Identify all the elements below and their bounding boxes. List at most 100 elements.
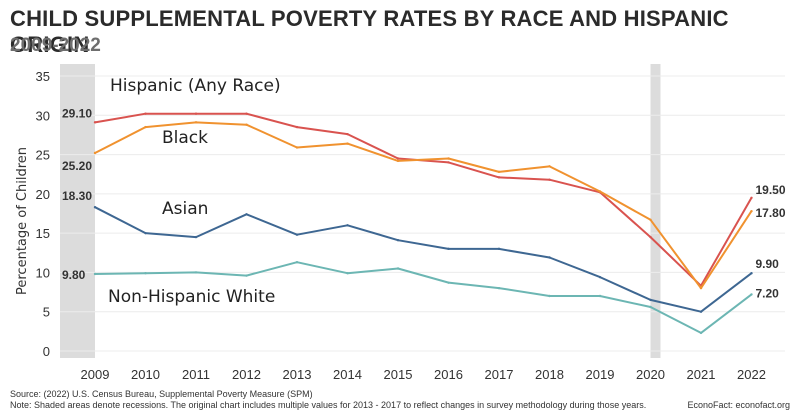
x-tick-label: 2022 [737, 367, 766, 382]
end-value-label: 7.20 [756, 286, 780, 300]
data-point [750, 196, 753, 199]
y-tick-label: 30 [36, 108, 50, 123]
data-point [396, 159, 400, 163]
data-point [93, 272, 97, 276]
x-axis-ticks: 2009 2010 2011 2012 2013 2014 2015 2016 2017 2018… [81, 367, 766, 382]
data-point [497, 170, 501, 174]
y-tick-label: 15 [36, 226, 50, 241]
data-point [447, 157, 450, 160]
data-point [750, 272, 753, 275]
data-point [649, 298, 652, 302]
data-point [93, 151, 97, 155]
data-point [194, 112, 198, 115]
data-point [598, 294, 602, 298]
data-point [295, 125, 299, 129]
recession-band-2020 [650, 64, 661, 358]
data-point [548, 294, 551, 298]
x-tick-label: 2010 [131, 367, 160, 382]
x-tick-label: 2014 [333, 367, 362, 382]
series-line-2 [94, 206, 753, 313]
recession-note: Note: Shaded areas denote recessions. Th… [10, 400, 647, 410]
start-value-label: 25.20 [62, 159, 92, 173]
y-tick-label: 5 [43, 305, 50, 320]
y-axis-ticks: 0 5 10 15 20 25 30 35 [36, 69, 50, 359]
data-point [194, 271, 198, 274]
x-tick-label: 2016 [434, 367, 463, 382]
series-label-hispanic: Hispanic (Any Race) [110, 76, 281, 96]
credit-text: EconoFact: econofact.org [687, 400, 790, 410]
data-point [144, 272, 147, 275]
data-point [598, 190, 602, 193]
x-tick-label: 2012 [232, 367, 261, 382]
data-point [346, 224, 349, 227]
data-point [497, 176, 501, 179]
start-value-label: 9.80 [62, 268, 86, 282]
recession-shading [60, 64, 661, 358]
x-tick-label: 2009 [81, 367, 110, 382]
data-point [548, 256, 551, 259]
data-point [649, 305, 652, 309]
series-line-3 [94, 261, 753, 334]
data-point [649, 235, 652, 239]
end-value-label: 9.90 [756, 257, 780, 271]
x-tick-label: 2018 [535, 367, 564, 382]
data-point [497, 286, 501, 290]
data-point [245, 274, 248, 277]
data-point [245, 112, 248, 115]
series-labels: Hispanic (Any Race) Black Asian Non-Hisp… [108, 76, 281, 307]
x-tick-label: 2013 [283, 367, 312, 382]
start-value-label: 18.30 [62, 189, 92, 203]
data-point [447, 247, 450, 251]
data-point [649, 218, 652, 221]
data-point [396, 267, 400, 270]
y-tick-label: 25 [36, 148, 50, 163]
data-point [194, 235, 198, 239]
data-point [144, 112, 147, 115]
data-point [497, 247, 501, 251]
chart-footer: Source: (2022) U.S. Census Bureau, Suppl… [10, 389, 646, 411]
data-point [346, 272, 349, 275]
data-point [447, 161, 450, 164]
series-label-nonhispanic-white: Non-Hispanic White [108, 287, 275, 307]
data-point [598, 275, 602, 279]
data-point [346, 142, 349, 145]
data-point [548, 165, 551, 168]
data-point [750, 293, 753, 296]
data-point [447, 281, 450, 284]
x-tick-label: 2017 [485, 367, 514, 382]
y-axis-label: Percentage of Children [15, 147, 30, 295]
data-point [144, 125, 147, 129]
data-point [396, 157, 400, 160]
data-labels: 29.10 19.50 25.20 17.80 18.30 9.90 9.80 7.20 [62, 106, 786, 300]
data-point [699, 310, 703, 313]
start-value-label: 29.10 [62, 106, 92, 120]
source-note: Source: (2022) U.S. Census Bureau, Suppl… [10, 389, 313, 399]
x-tick-label: 2019 [586, 367, 615, 382]
data-point [699, 331, 703, 335]
series-line-1 [94, 121, 753, 290]
data-point [93, 121, 97, 124]
data-point [245, 213, 248, 216]
data-point [295, 233, 299, 236]
end-value-label: 19.50 [756, 183, 786, 197]
data-point [750, 209, 753, 213]
chart-subtitle: 2009-2022 [10, 35, 101, 56]
data-point [396, 239, 400, 242]
data-point [295, 261, 299, 264]
recession-band-2009 [60, 64, 95, 358]
data-point [295, 146, 299, 149]
chart-title: CHILD SUPPLEMENTAL POVERTY RATES BY RACE… [10, 6, 729, 57]
y-tick-label: 0 [43, 344, 50, 359]
data-point [194, 121, 198, 124]
end-value-label: 17.80 [756, 206, 786, 220]
y-tick-label: 20 [36, 187, 50, 202]
data-point [144, 231, 147, 235]
data-point [245, 123, 248, 126]
x-tick-label: 2011 [182, 367, 210, 382]
data-point [699, 286, 703, 290]
x-tick-label: 2015 [384, 367, 413, 382]
series-label-asian: Asian [162, 199, 208, 219]
series-lines [93, 112, 753, 335]
y-tick-label: 10 [36, 265, 50, 280]
x-tick-label: 2021 [687, 367, 716, 382]
